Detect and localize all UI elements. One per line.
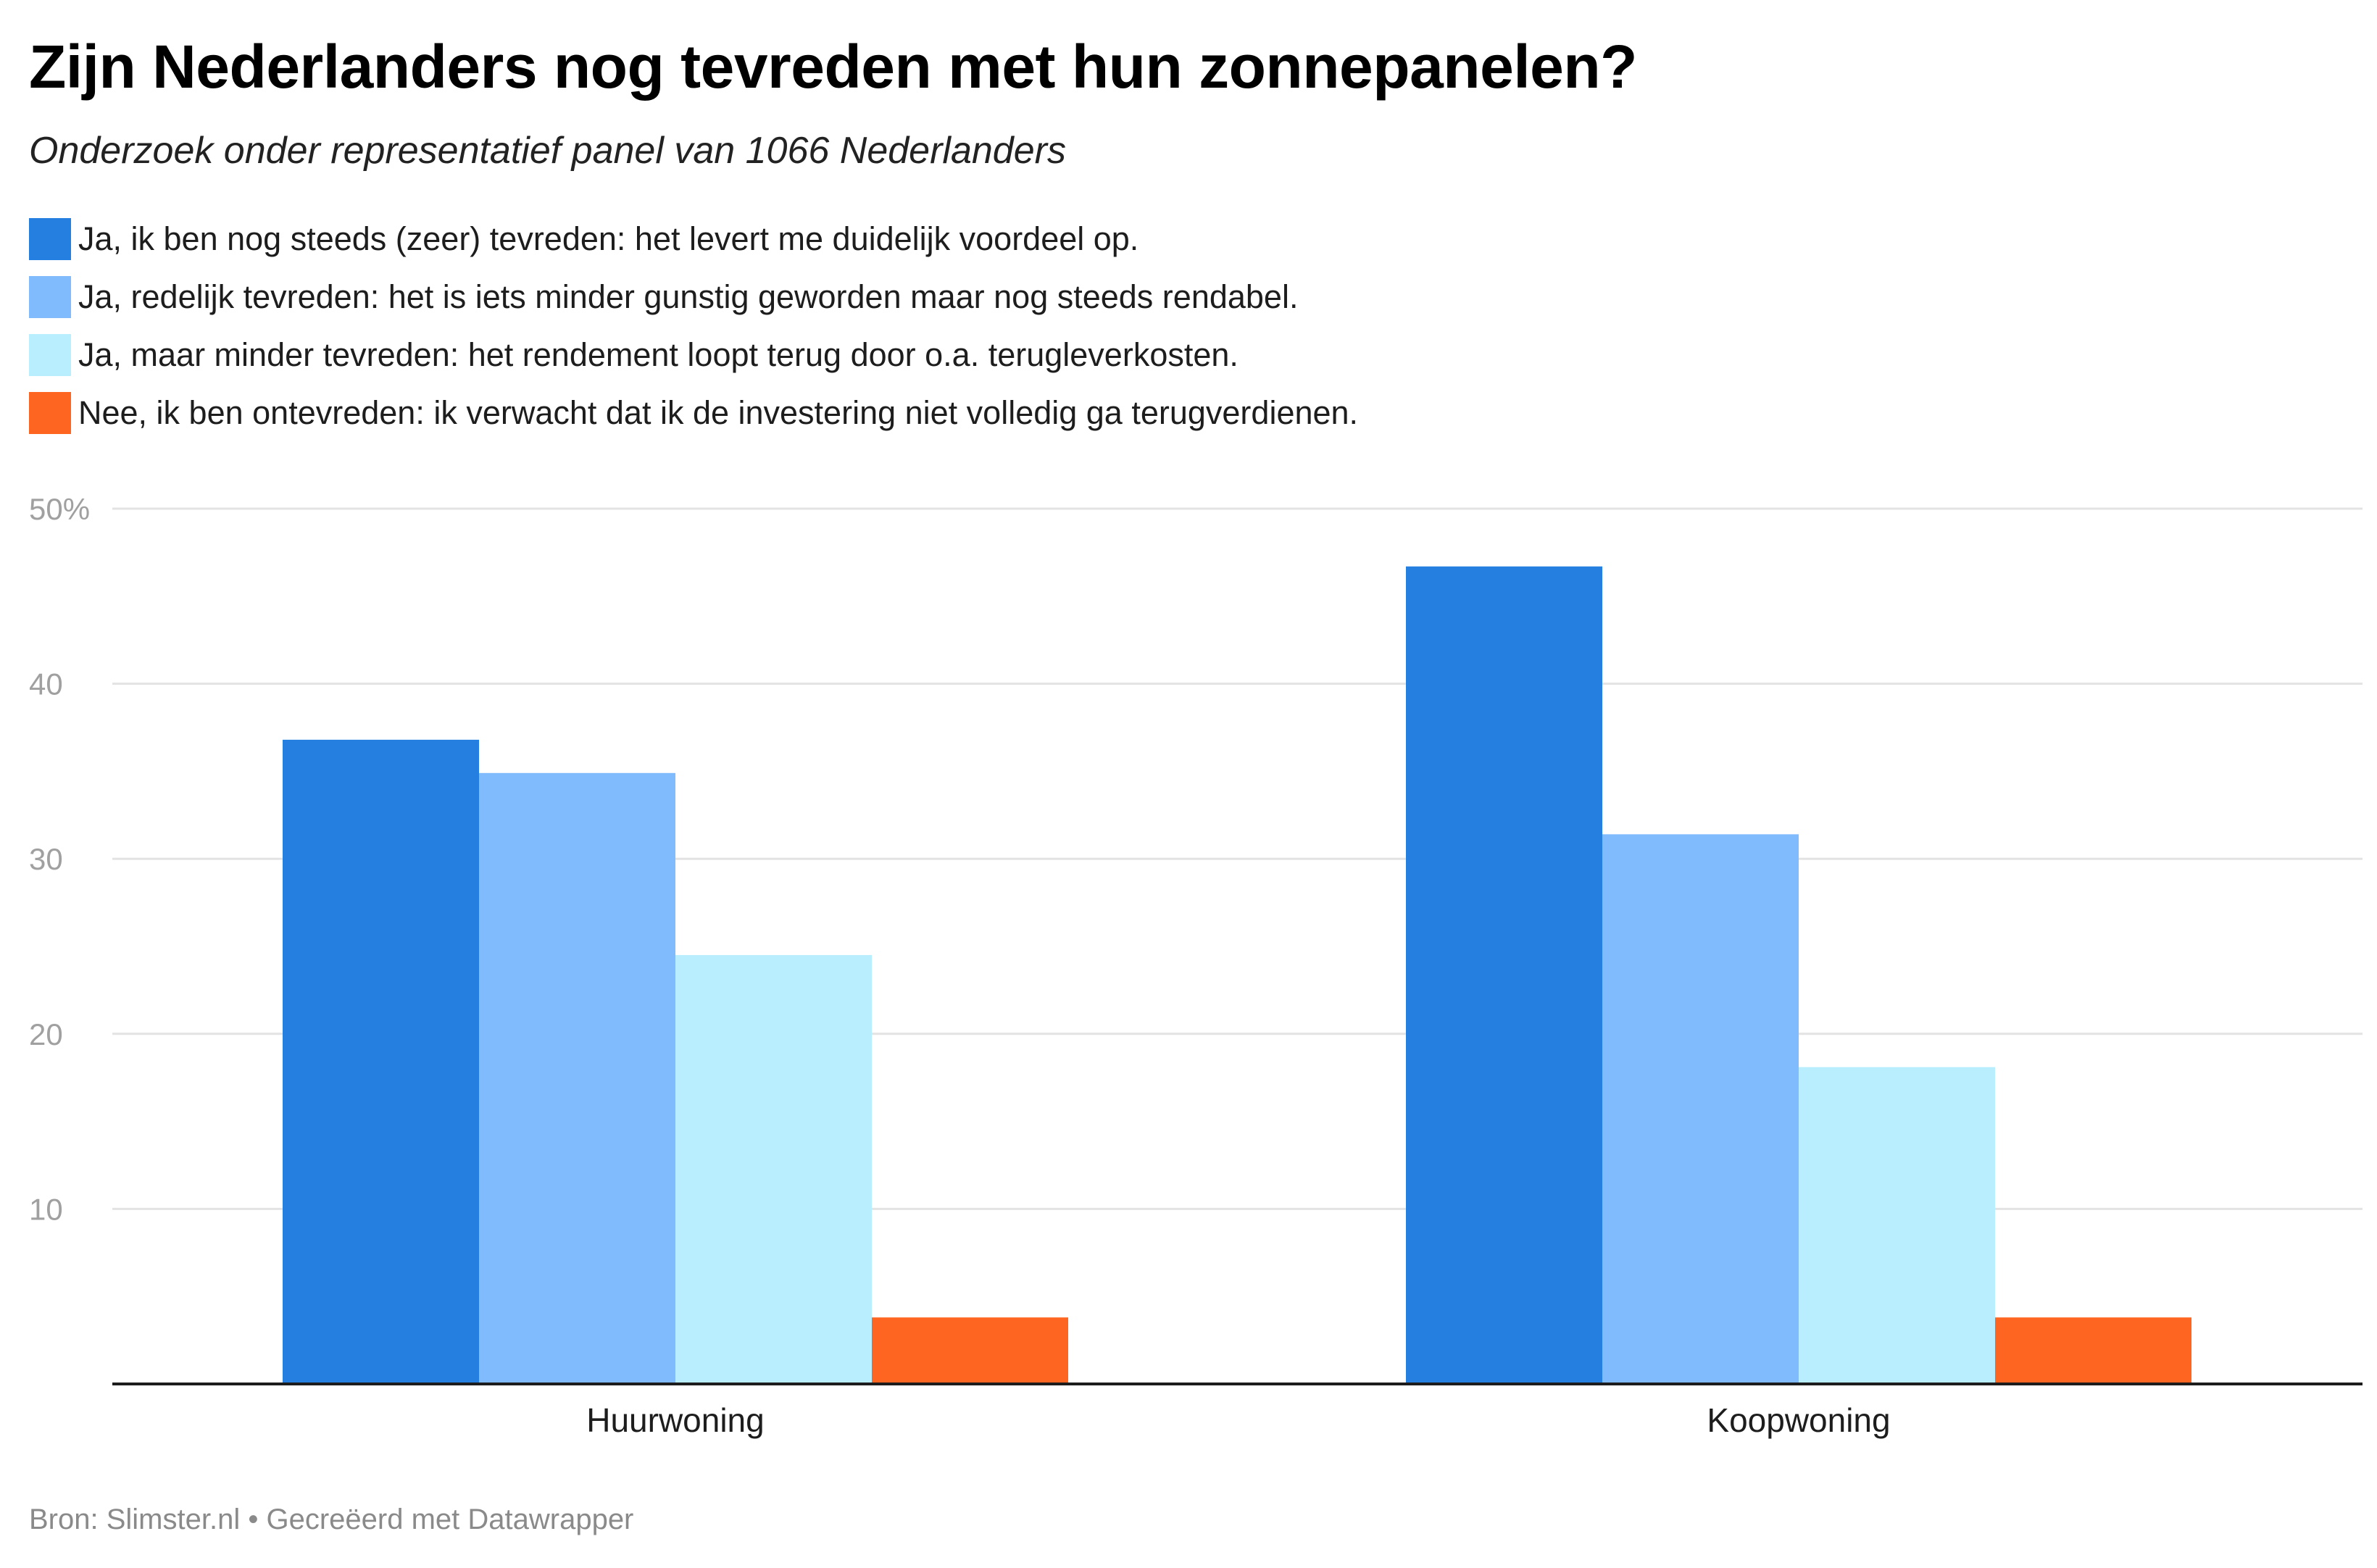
x-category-label: Koopwoning [1707, 1401, 1890, 1439]
legend-label: Ja, ik ben nog steeds (zeer) tevreden: h… [78, 220, 1139, 257]
legend-label: Ja, redelijk tevreden: het is iets minde… [78, 278, 1299, 315]
bar [479, 772, 675, 1384]
source-label: Bron: Slimster.nl [29, 1504, 241, 1535]
legend-item-zeer-tevreden: Ja, ik ben nog steeds (zeer) tevreden: h… [29, 210, 1358, 268]
footer-separator: • [248, 1504, 259, 1535]
footer: Bron: Slimster.nl • Gecreëerd met Datawr… [29, 1504, 633, 1536]
bar [1995, 1317, 2191, 1384]
y-tick-label: 20 [29, 1017, 63, 1051]
bar [1799, 1067, 1995, 1384]
legend-swatch [29, 334, 71, 376]
bar [1406, 566, 1602, 1384]
bar [1602, 834, 1799, 1384]
legend-swatch [29, 276, 71, 318]
legend-label: Nee, ik ben ontevreden: ik verwacht dat … [78, 394, 1359, 431]
y-tick-label: 30 [29, 842, 63, 876]
legend-item-minder-tevreden: Ja, maar minder tevreden: het rendement … [29, 326, 1358, 384]
legend-item-redelijk-tevreden: Ja, redelijk tevreden: het is iets minde… [29, 268, 1358, 326]
legend-item-ontevreden: Nee, ik ben ontevreden: ik verwacht dat … [29, 384, 1358, 442]
chart-subtitle: Onderzoek onder representatief panel van… [29, 130, 1066, 172]
datawrapper-credit: Gecreëerd met Datawrapper [266, 1504, 634, 1535]
bar [283, 739, 479, 1384]
bar [872, 1317, 1068, 1384]
bar [675, 955, 872, 1384]
chart-title: Zijn Nederlanders nog tevreden met hun z… [29, 33, 1638, 101]
y-tick-label: 40 [29, 667, 63, 701]
y-tick-label: 10 [29, 1192, 63, 1226]
y-tick-label: 50% [29, 492, 90, 526]
legend-swatch [29, 392, 71, 434]
x-category-label: Huurwoning [586, 1401, 764, 1439]
legend-swatch [29, 218, 71, 260]
legend: Ja, ik ben nog steeds (zeer) tevreden: h… [29, 210, 1358, 442]
legend-label: Ja, maar minder tevreden: het rendement … [78, 336, 1239, 373]
